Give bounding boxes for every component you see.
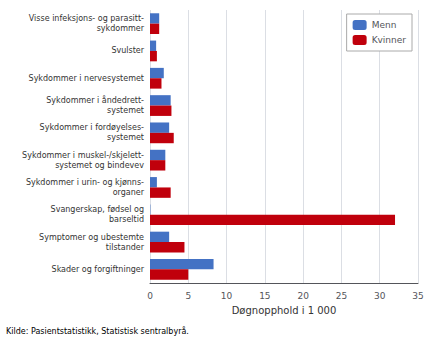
svg-text:Svangerskap, fødsel og: Svangerskap, fødsel og	[51, 205, 144, 214]
svg-text:Sykdommer i fordøyelses-: Sykdommer i fordøyelses-	[40, 123, 144, 132]
svg-text:barseltid: barseltid	[109, 215, 144, 224]
svg-text:Symptomer og ubestemte: Symptomer og ubestemte	[39, 233, 144, 242]
svg-text:10: 10	[221, 291, 233, 301]
svg-text:20: 20	[297, 291, 309, 301]
svg-text:25: 25	[336, 291, 347, 301]
svg-text:30: 30	[374, 291, 386, 301]
svg-text:systemet: systemet	[107, 133, 144, 142]
svg-text:Døgnopphold i 1 000: Døgnopphold i 1 000	[232, 305, 337, 316]
svg-text:Visse infeksjons- og parasitt-: Visse infeksjons- og parasitt-	[29, 14, 144, 23]
svg-text:5: 5	[185, 291, 191, 301]
svg-text:systemet og bindevev: systemet og bindevev	[55, 161, 144, 170]
svg-text:sykdommer: sykdommer	[97, 24, 145, 33]
svg-text:Kvinner: Kvinner	[372, 35, 407, 45]
svg-text:Sykdommer i nervesystemet: Sykdommer i nervesystemet	[29, 74, 144, 83]
svg-text:Sykdommer i åndedrett-: Sykdommer i åndedrett-	[46, 95, 144, 105]
svg-text:Svulster: Svulster	[111, 46, 144, 55]
svg-text:0: 0	[147, 291, 153, 301]
svg-text:15: 15	[259, 291, 270, 301]
svg-text:Sykdommer i muskel-/skjelett-: Sykdommer i muskel-/skjelett-	[22, 151, 144, 160]
svg-text:35: 35	[412, 291, 423, 301]
svg-text:tilstander: tilstander	[106, 243, 145, 252]
svg-text:Skader og forgiftninger: Skader og forgiftninger	[52, 265, 145, 274]
svg-text:Kilde: Pasientstatistikk, Stat: Kilde: Pasientstatistikk, Statistisk sen…	[6, 326, 189, 336]
svg-text:Sykdommer i urin- og kjønns-: Sykdommer i urin- og kjønns-	[26, 178, 144, 187]
svg-text:organer: organer	[113, 188, 145, 197]
svg-text:systemet: systemet	[107, 106, 144, 115]
svg-text:Menn: Menn	[372, 20, 397, 30]
